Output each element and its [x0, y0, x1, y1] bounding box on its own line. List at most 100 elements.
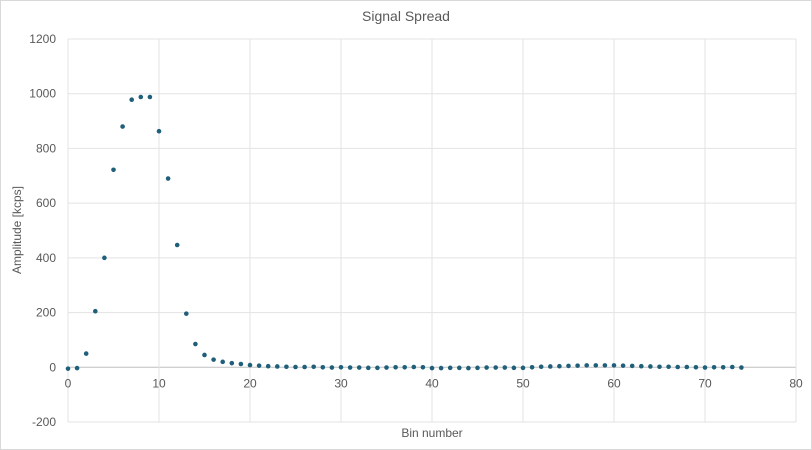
data-point — [165, 176, 171, 181]
data-point — [739, 365, 744, 370]
data-point — [693, 364, 699, 370]
data-point — [620, 363, 626, 368]
data-point — [520, 365, 526, 371]
data-point — [557, 363, 562, 369]
data-point — [611, 363, 617, 368]
y-tick-label: -200 — [32, 415, 56, 429]
x-tick-label: 10 — [152, 376, 166, 390]
data-point — [220, 359, 225, 365]
x-tick-label: 50 — [516, 376, 530, 390]
data-point — [511, 365, 517, 371]
data-point — [375, 365, 380, 371]
data-point — [438, 365, 444, 371]
data-point — [302, 364, 307, 370]
data-points — [65, 94, 744, 371]
data-point — [666, 364, 671, 370]
data-point — [193, 341, 198, 347]
y-axis-label: Amplitude [kcps] — [10, 186, 24, 274]
data-point — [466, 365, 471, 371]
data-point — [156, 128, 162, 134]
chart-title: Signal Spread — [362, 8, 450, 24]
data-point — [420, 364, 426, 370]
data-point — [502, 365, 508, 370]
data-point — [411, 364, 417, 370]
data-point — [684, 364, 690, 370]
data-point — [138, 94, 144, 100]
data-point — [211, 357, 216, 362]
data-point — [83, 351, 89, 356]
data-point — [320, 364, 326, 370]
data-point — [147, 94, 153, 100]
x-tick-label: 20 — [243, 376, 257, 390]
data-point — [593, 363, 599, 368]
data-point — [111, 167, 116, 173]
data-point — [457, 365, 462, 371]
data-point — [347, 365, 353, 370]
data-point — [493, 365, 499, 370]
gridlines — [67, 38, 797, 423]
x-tick-label: 40 — [425, 376, 439, 390]
y-tick-label: 400 — [36, 251, 56, 265]
x-tick-label: 30 — [334, 376, 348, 390]
data-point — [338, 364, 344, 370]
data-point — [566, 363, 571, 369]
y-axis-ticks: -200 0 200 400 600 800 1000 1200 — [29, 32, 56, 429]
data-point — [538, 364, 544, 370]
data-point — [548, 364, 553, 369]
data-point — [174, 242, 180, 248]
data-point — [393, 364, 398, 370]
data-point — [184, 311, 189, 316]
data-point — [102, 255, 107, 261]
data-point — [402, 364, 408, 370]
data-point — [475, 365, 480, 371]
data-point — [384, 365, 389, 370]
y-tick-label: 1200 — [29, 32, 56, 46]
x-tick-label: 0 — [65, 376, 72, 390]
data-point — [575, 363, 580, 368]
data-point — [529, 364, 535, 370]
data-point — [629, 363, 635, 369]
data-point — [711, 364, 717, 370]
data-point — [447, 365, 453, 371]
data-point — [356, 365, 362, 370]
data-point — [484, 365, 489, 370]
data-point — [675, 364, 680, 370]
y-tick-label: 200 — [36, 306, 56, 320]
data-point — [639, 363, 644, 369]
data-point — [584, 363, 589, 368]
x-axis-ticks: 0 10 20 30 40 50 60 70 80 — [65, 376, 803, 390]
data-point — [238, 361, 244, 367]
data-point — [311, 364, 317, 370]
data-point — [120, 124, 125, 129]
data-point — [247, 362, 253, 368]
data-point — [429, 365, 435, 371]
data-point — [229, 360, 235, 366]
data-point — [93, 308, 98, 314]
data-point — [275, 364, 280, 369]
data-point — [65, 366, 71, 371]
x-tick-label: 60 — [607, 376, 621, 390]
x-axis-label: Bin number — [401, 426, 462, 440]
data-point — [265, 363, 271, 369]
y-tick-label: 0 — [49, 360, 56, 374]
data-point — [129, 97, 134, 103]
x-tick-label: 70 — [698, 376, 712, 390]
data-point — [293, 364, 298, 370]
data-point — [648, 364, 653, 369]
x-tick-label: 80 — [789, 376, 803, 390]
data-point — [720, 364, 726, 370]
data-point — [74, 365, 80, 371]
data-point — [702, 365, 708, 370]
data-point — [657, 364, 662, 370]
data-point — [202, 352, 207, 358]
data-point — [329, 365, 335, 370]
data-point — [284, 364, 289, 370]
y-tick-label: 600 — [36, 196, 56, 210]
data-point — [366, 365, 371, 371]
y-tick-label: 1000 — [29, 87, 56, 101]
data-point — [602, 363, 608, 368]
data-point — [256, 363, 262, 368]
data-point — [730, 364, 735, 370]
